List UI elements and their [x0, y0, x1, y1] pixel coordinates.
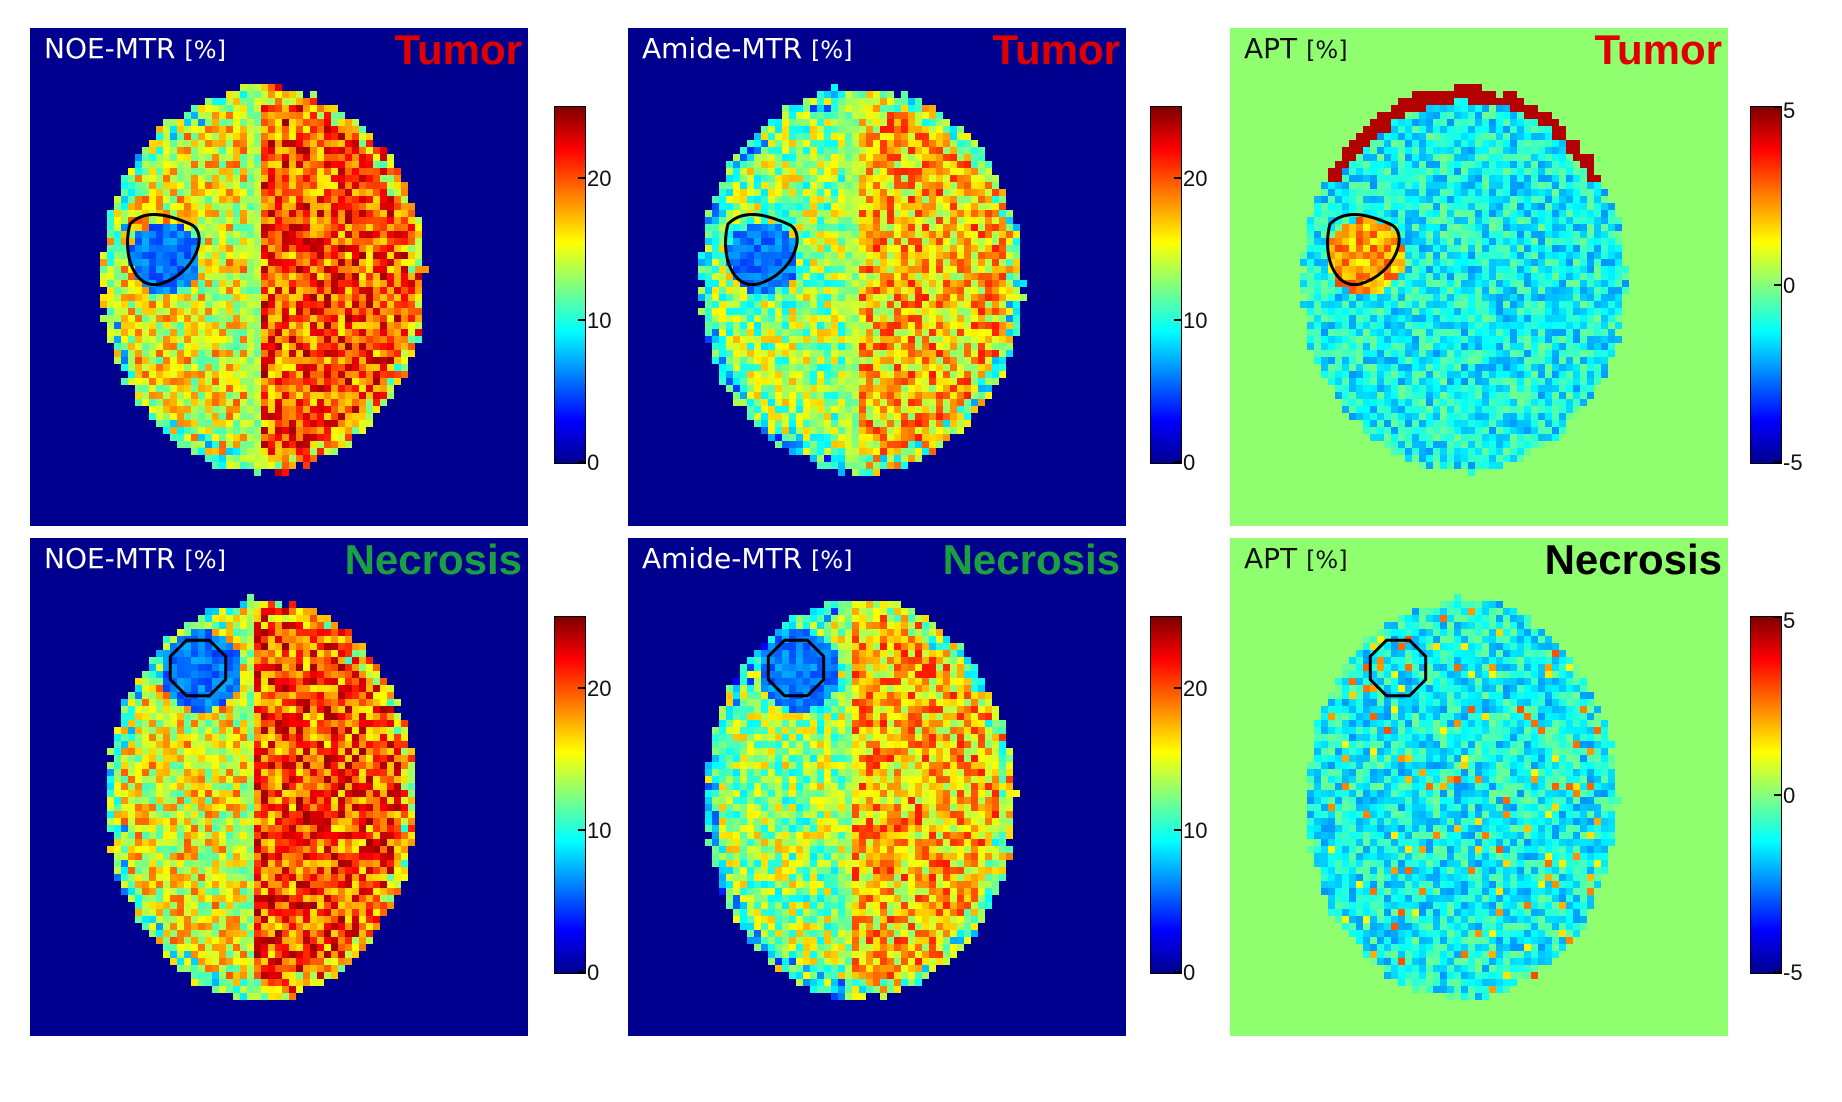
amide-mtr-tumor-panel: Amide-MTR [%] Tumor	[628, 28, 1126, 526]
region-label-necrosis: Necrosis	[1544, 538, 1722, 583]
colorbar-tick-label: -5	[1783, 450, 1803, 475]
colorbar-apt: -5 0 5	[1750, 610, 1830, 996]
panel-title: Amide-MTR [%]	[642, 542, 853, 575]
colorbar-tick-label: 0	[1783, 783, 1796, 808]
roi-outline	[1368, 638, 1428, 698]
brain-map-image	[30, 28, 528, 526]
roi-outline	[168, 638, 228, 698]
panel-title: NOE-MTR [%]	[44, 32, 226, 65]
brain-map-image	[30, 538, 528, 1036]
colorbar-tick-label: 10	[587, 818, 612, 843]
panel-title: Amide-MTR [%]	[642, 32, 853, 65]
roi-outline	[126, 213, 201, 287]
region-label-tumor: Tumor	[992, 28, 1120, 73]
colorbar-mtr: 0 10 20	[1150, 106, 1230, 486]
colorbar-tick-label: 20	[1183, 166, 1208, 191]
brain-map-image	[1230, 538, 1728, 1036]
colorbar-mtr: 0 10 20	[554, 106, 634, 486]
colorbar-mtr: 0 10 20	[1150, 616, 1230, 996]
colorbar-apt: -5 0 5	[1750, 100, 1830, 486]
colorbar-tick-label: 0	[1783, 273, 1796, 298]
roi-outline	[1326, 213, 1401, 287]
noe-mtr-tumor-panel: NOE-MTR [%] Tumor	[30, 28, 528, 526]
colorbar-tick-label: 20	[587, 166, 612, 191]
region-label-necrosis: Necrosis	[942, 538, 1120, 583]
region-label-necrosis: Necrosis	[344, 538, 522, 583]
colorbar-tick-label: 10	[1183, 818, 1208, 843]
panel-title: APT [%]	[1244, 542, 1348, 575]
region-label-tumor: Tumor	[1594, 28, 1722, 73]
colorbar-tick-label: 10	[1183, 308, 1208, 333]
brain-map-image	[628, 538, 1126, 1036]
colorbar-gradient	[554, 106, 586, 464]
panel-title: NOE-MTR [%]	[44, 542, 226, 575]
colorbar-gradient	[1150, 106, 1182, 464]
panel-title: APT [%]	[1244, 32, 1348, 65]
apt-necrosis-panel: APT [%] Necrosis	[1230, 538, 1728, 1036]
colorbar-tick-label: 20	[587, 676, 612, 701]
region-label-tumor: Tumor	[394, 28, 522, 73]
colorbar-tick-label: 5	[1783, 98, 1796, 123]
noe-mtr-necrosis-panel: NOE-MTR [%] Necrosis	[30, 538, 528, 1036]
brain-map-image	[628, 28, 1126, 526]
colorbar-tick-label: 0	[587, 450, 600, 475]
colorbar-tick-label: 0	[587, 960, 600, 985]
roi-outline	[724, 213, 799, 287]
colorbar-tick-label: 10	[587, 308, 612, 333]
colorbar-tick-label: 0	[1183, 450, 1196, 475]
brain-map-image	[1230, 28, 1728, 526]
colorbar-gradient	[1150, 616, 1182, 974]
colorbar-mtr: 0 10 20	[554, 616, 634, 996]
apt-tumor-panel: APT [%] Tumor	[1230, 28, 1728, 526]
amide-mtr-necrosis-panel: Amide-MTR [%] Necrosis	[628, 538, 1126, 1036]
colorbar-tick-label: 20	[1183, 676, 1208, 701]
colorbar-tick-label: 5	[1783, 608, 1796, 633]
colorbar-tick-label: 0	[1183, 960, 1196, 985]
roi-outline	[766, 638, 826, 698]
colorbar-gradient	[554, 616, 586, 974]
colorbar-tick-label: -5	[1783, 960, 1803, 985]
